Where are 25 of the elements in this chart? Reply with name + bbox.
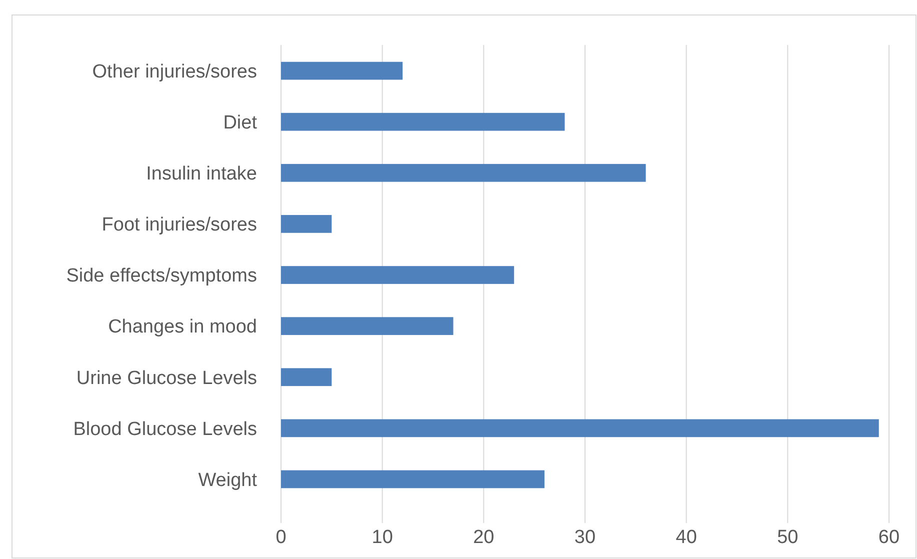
bar xyxy=(281,317,454,335)
y-tick-label: Urine Glucose Levels xyxy=(76,368,257,389)
x-tick-label: 20 xyxy=(473,527,494,548)
x-tick-label: 50 xyxy=(777,527,798,548)
x-tick-label: 40 xyxy=(676,527,697,548)
x-tick-label: 10 xyxy=(372,527,393,548)
x-tick-label: 30 xyxy=(574,527,596,548)
bar xyxy=(281,62,403,80)
y-tick-label: Insulin intake xyxy=(146,164,257,185)
bar xyxy=(281,112,565,131)
y-tick-label: Other injuries/sores xyxy=(92,61,257,82)
x-tick-label: 60 xyxy=(878,527,900,548)
bar xyxy=(281,470,544,488)
y-tick-label: Side effects/symptoms xyxy=(66,266,257,287)
bar xyxy=(281,215,332,233)
bar xyxy=(281,164,646,182)
bar xyxy=(281,419,879,438)
bar xyxy=(281,266,514,284)
bar xyxy=(281,368,332,386)
y-tick-label: Blood Glucose Levels xyxy=(73,418,257,440)
y-tick-label: Changes in mood xyxy=(108,316,257,338)
y-tick-label: Foot injuries/sores xyxy=(102,214,257,236)
y-tick-label: Weight xyxy=(198,470,258,491)
y-tick-label: Diet xyxy=(223,112,258,134)
x-tick-label: 0 xyxy=(276,527,286,548)
